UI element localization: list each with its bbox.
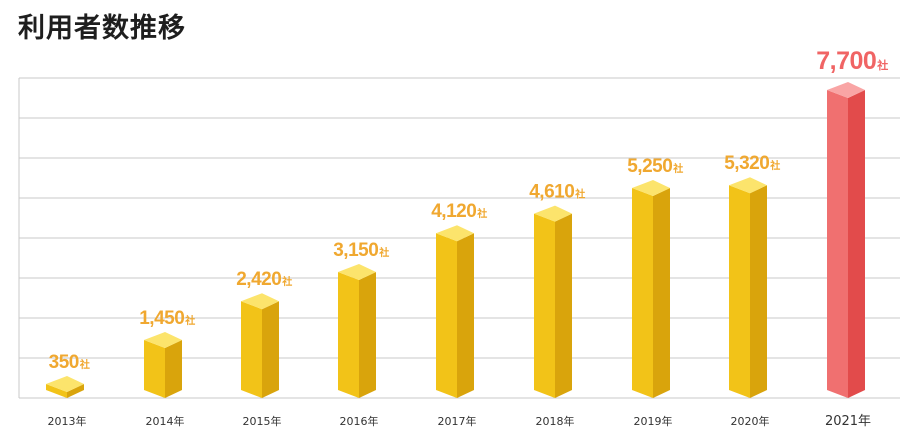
x-tick-label: 2021年 <box>825 414 871 429</box>
bar-top-face <box>827 82 865 98</box>
bar-value-label: 7,700社 <box>816 47 888 75</box>
page-title: 利用者数推移 <box>18 13 186 44</box>
bar-front-face <box>534 213 555 398</box>
bar-front-face <box>729 185 750 398</box>
bar-side-face <box>262 301 279 398</box>
bar-side-face <box>359 272 376 398</box>
bar-value-label: 2,420社 <box>236 269 292 290</box>
x-tick-label: 2020年 <box>731 414 770 428</box>
x-tick-label: 2018年 <box>536 414 575 428</box>
bar-value-label: 1,450社 <box>139 308 195 329</box>
bar-front-face <box>338 272 359 398</box>
bar-value-label: 4,610社 <box>529 182 585 203</box>
bar-top-face <box>46 376 84 392</box>
bar-top-face <box>436 225 474 242</box>
bar-top-face <box>338 264 376 280</box>
x-tick-label: 2016年 <box>340 414 379 428</box>
x-tick-label: 2014年 <box>146 414 185 428</box>
bar-front-face <box>632 188 653 398</box>
bar-top-face <box>534 205 572 222</box>
bar-value-label: 3,150社 <box>333 240 389 261</box>
bar-value-label: 4,120社 <box>431 201 487 222</box>
bar-side-face <box>653 188 670 398</box>
bar-side-face <box>457 233 474 398</box>
bar-side-face <box>750 185 767 398</box>
x-tick-label: 2019年 <box>634 414 673 428</box>
x-tick-label: 2015年 <box>243 414 282 428</box>
bar-value-label: 5,250社 <box>627 156 683 177</box>
bar-value-label: 350社 <box>49 352 90 373</box>
bar-value-label: 5,320社 <box>724 153 780 174</box>
bar-front-face <box>436 233 457 398</box>
bar-top-face <box>144 332 182 348</box>
bar-front-face <box>241 301 262 398</box>
bar-side-face <box>67 384 84 398</box>
bar-front-face <box>827 90 848 398</box>
bar-front-face <box>144 340 165 398</box>
x-tick-label: 2017年 <box>438 414 477 428</box>
bar-top-face <box>729 177 767 194</box>
bar-side-face <box>848 90 865 398</box>
bar-side-face <box>555 213 572 398</box>
bar-side-face <box>165 340 182 398</box>
bar-top-face <box>632 180 670 196</box>
bar-top-face <box>241 293 279 310</box>
x-tick-label: 2013年 <box>48 414 87 428</box>
bar-front-face <box>46 384 67 398</box>
